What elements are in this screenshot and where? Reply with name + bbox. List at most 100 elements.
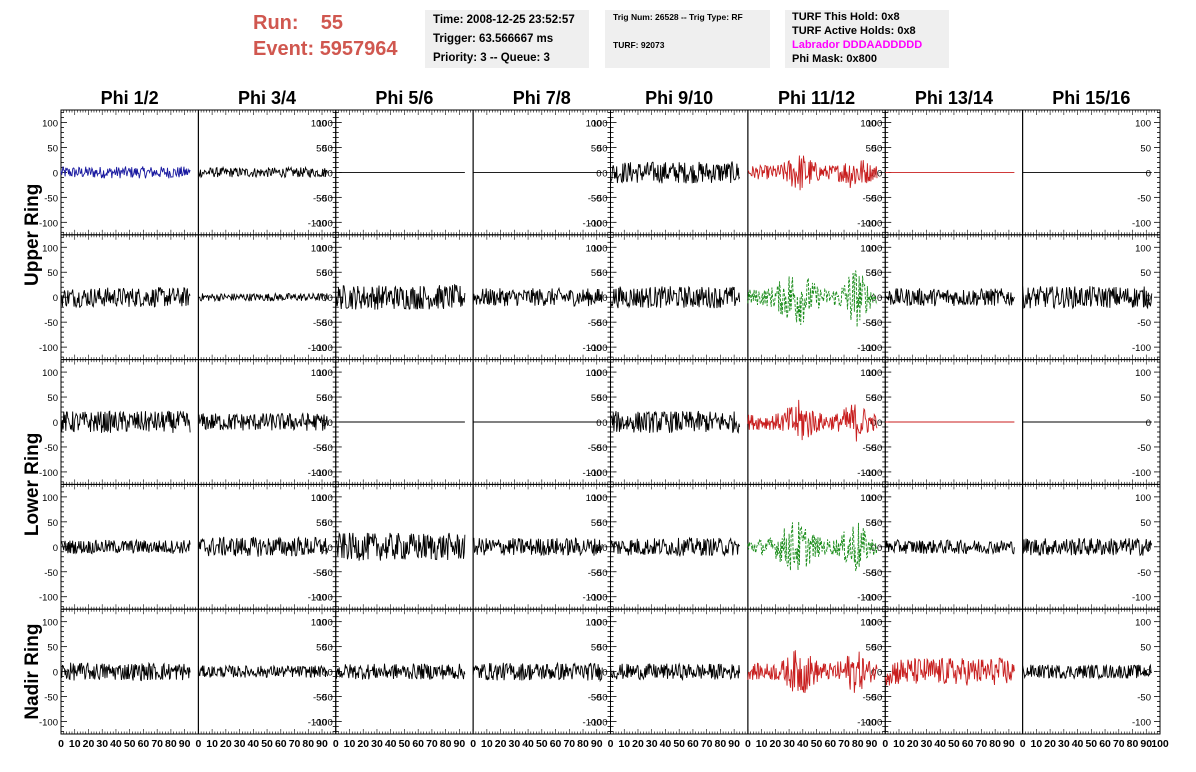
y-tick-label: 50	[316, 518, 327, 529]
waveform-trace	[60, 287, 191, 309]
waveform-trace	[610, 662, 741, 682]
y-tick-label: -50	[594, 693, 608, 704]
y-tick-label: 0	[327, 543, 332, 554]
y-tick-label: 100	[586, 243, 602, 254]
run-event-header: Run: 55 Event: 5957964	[253, 10, 398, 62]
y-tick-label: -100	[39, 718, 58, 729]
waveform-trace	[747, 155, 878, 191]
column-title: Phi 1/2	[101, 88, 159, 108]
y-tick-label: 0	[321, 668, 326, 679]
y-tick-label: 50	[591, 393, 602, 404]
waveform-trace	[747, 399, 878, 442]
waveform-trace	[747, 270, 878, 327]
trig-num-text: Trig Num: 26528 -- Trig Type: RF	[613, 12, 743, 22]
y-tick-label: 100	[860, 243, 876, 254]
y-tick-label: 50	[47, 643, 58, 654]
y-tick-label: 0	[327, 168, 332, 179]
y-tick-label: 0	[602, 668, 607, 679]
y-tick-label: 0	[1146, 168, 1151, 179]
y-tick-label: 0	[602, 418, 607, 429]
y-tick-label: -50	[588, 318, 602, 329]
column-title: Phi 9/10	[645, 88, 713, 108]
time-text: Time: 2008-12-25 23:52:57	[433, 14, 575, 26]
column-title: Phi 13/14	[915, 88, 993, 108]
waveform-trace	[60, 661, 191, 682]
waveform-trace	[884, 288, 1015, 307]
y-tick-label: 100	[592, 118, 608, 129]
turf-this-hold-text: TURF This Hold: 0x8	[792, 11, 900, 23]
waveform-trace	[747, 521, 878, 572]
labrador-text: Labrador DDDAADDDDD	[792, 39, 923, 51]
y-tick-label: 100	[592, 368, 608, 379]
y-tick-label: 100	[866, 243, 882, 254]
y-tick-label: 100	[866, 493, 882, 504]
y-tick-label: 50	[591, 268, 602, 279]
y-tick-label: -100	[1132, 218, 1151, 229]
y-tick-label: 100	[311, 368, 327, 379]
run-row: Run: 55	[253, 10, 398, 36]
y-tick-label: -100	[857, 593, 876, 604]
y-tick-label: -100	[1132, 468, 1151, 479]
row-group-label: Lower Ring	[22, 433, 43, 536]
y-tick-label: 50	[866, 268, 877, 279]
y-tick-label: -50	[44, 693, 58, 704]
turf-info-box: TURF This Hold: 0x8 TURF Active Holds: 0…	[785, 10, 949, 68]
column-title: Phi 3/4	[238, 88, 296, 108]
y-tick-label: -100	[308, 468, 327, 479]
y-tick-label: 50	[316, 143, 327, 154]
y-tick-label: 0	[53, 168, 58, 179]
turf-active-holds-text: TURF Active Holds: 0x8	[792, 25, 916, 37]
y-tick-label: -50	[313, 318, 327, 329]
y-tick-label: 100	[42, 243, 58, 254]
y-tick-label: -50	[594, 318, 608, 329]
y-tick-label: -100	[857, 468, 876, 479]
y-tick-label: -50	[869, 568, 883, 579]
y-tick-label: 50	[322, 518, 333, 529]
waveform-trace	[610, 161, 741, 184]
y-tick-label: 100	[317, 243, 333, 254]
y-tick-label: -100	[314, 468, 333, 479]
row-group-label: Nadir Ring	[22, 624, 43, 720]
waveform-trace	[472, 537, 603, 557]
y-tick-label: 100	[860, 368, 876, 379]
y-tick-label: -50	[44, 193, 58, 204]
y-tick-label: -50	[863, 568, 877, 579]
y-tick-label: -50	[588, 193, 602, 204]
y-tick-label: -50	[588, 568, 602, 579]
y-tick-label: 50	[322, 143, 333, 154]
y-tick-label: -50	[313, 568, 327, 579]
turf-text: TURF: 92073	[613, 40, 665, 50]
y-tick-label: 0	[596, 418, 601, 429]
y-tick-label: -100	[39, 218, 58, 229]
waveform-trace	[1022, 537, 1153, 557]
y-tick-label: -50	[44, 568, 58, 579]
y-tick-label: 50	[47, 518, 58, 529]
y-tick-label: -50	[869, 443, 883, 454]
y-tick-label: -50	[44, 318, 58, 329]
y-tick-label: 50	[47, 143, 58, 154]
y-tick-label: -50	[869, 193, 883, 204]
y-tick-label: 100	[860, 118, 876, 129]
y-tick-label: 50	[872, 268, 883, 279]
y-tick-label: 100	[42, 368, 58, 379]
y-tick-label: 0	[53, 418, 58, 429]
y-tick-label: -100	[588, 468, 607, 479]
column-title: Phi 5/6	[375, 88, 433, 108]
y-tick-label: -100	[39, 468, 58, 479]
y-tick-label: -100	[39, 343, 58, 354]
y-tick-label: -50	[313, 693, 327, 704]
waveform-trace	[1022, 286, 1153, 310]
waveform-trace	[198, 291, 328, 303]
y-tick-label: -50	[863, 318, 877, 329]
y-tick-label: -50	[313, 193, 327, 204]
y-tick-label: -100	[588, 218, 607, 229]
y-tick-label: 100	[586, 368, 602, 379]
y-tick-label: 0	[53, 293, 58, 304]
y-tick-label: -100	[314, 718, 333, 729]
event-label: Event:	[253, 38, 315, 60]
y-tick-label: 50	[322, 393, 333, 404]
y-tick-label: 50	[872, 143, 883, 154]
y-tick-label: 50	[591, 518, 602, 529]
y-tick-label: 50	[47, 393, 58, 404]
